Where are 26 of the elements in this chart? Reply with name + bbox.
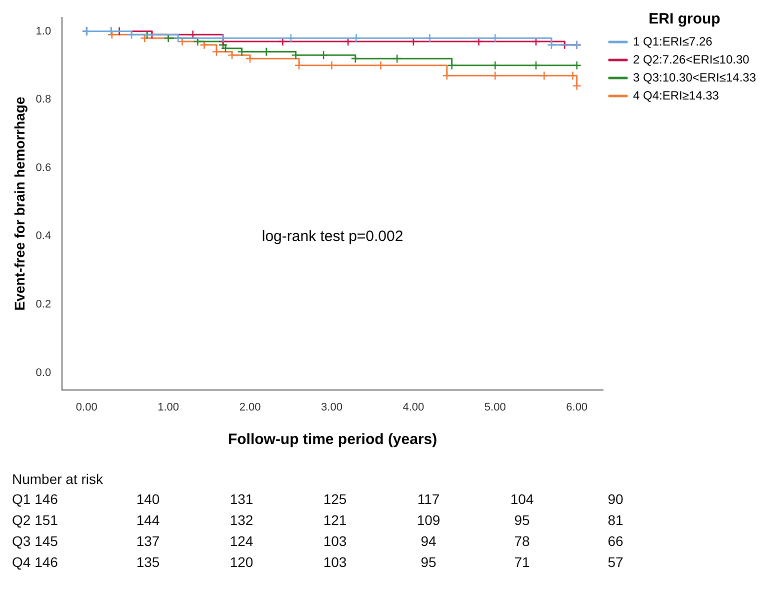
x-tick-label: 2.00 (239, 401, 261, 414)
y-tick-label: 0.4 (36, 230, 52, 242)
y-axis-title: Event-free for brain hemorrhage (11, 96, 28, 311)
y-tick-label: 1.0 (36, 25, 52, 38)
x-tick-label: 1.00 (158, 401, 180, 414)
x-tick-label: 4.00 (402, 401, 424, 414)
y-tick-label: 0.2 (36, 298, 52, 310)
legend-label: 2 Q2:7.26<ERI≤10.30 (632, 52, 750, 66)
x-axis-title: Follow-up time period (years) (228, 431, 438, 448)
x-tick-label: 6.00 (566, 401, 588, 414)
legend-title: ERI group (648, 10, 720, 28)
text: Q2 151 144 132 121 109 95 81 (12, 512, 624, 528)
y-tick-label: 0.6 (36, 162, 52, 174)
annotation: log-rank test p=0.002 (262, 228, 404, 245)
legend-label: 1 Q1:ERI≤7.26 (632, 34, 713, 48)
text: Number at risk (12, 471, 104, 487)
text: Q3 145 137 124 103 94 78 66 (12, 533, 624, 549)
text: Q1 146 140 131 125 117 104 90 (12, 491, 624, 507)
text: Q4 146 135 120 103 95 71 57 (12, 554, 624, 570)
legend-label: 4 Q4:ERI≥14.33 (632, 88, 720, 102)
x-tick-label: 5.00 (484, 401, 506, 414)
y-tick-label: 0.0 (36, 366, 52, 379)
x-tick-label: 3.00 (321, 401, 342, 414)
x-tick-label: 0.00 (76, 401, 98, 414)
y-tick-label: 0.8 (36, 94, 52, 106)
legend-label: 3 Q3:10.30<ERI≤14.33 (632, 70, 756, 84)
